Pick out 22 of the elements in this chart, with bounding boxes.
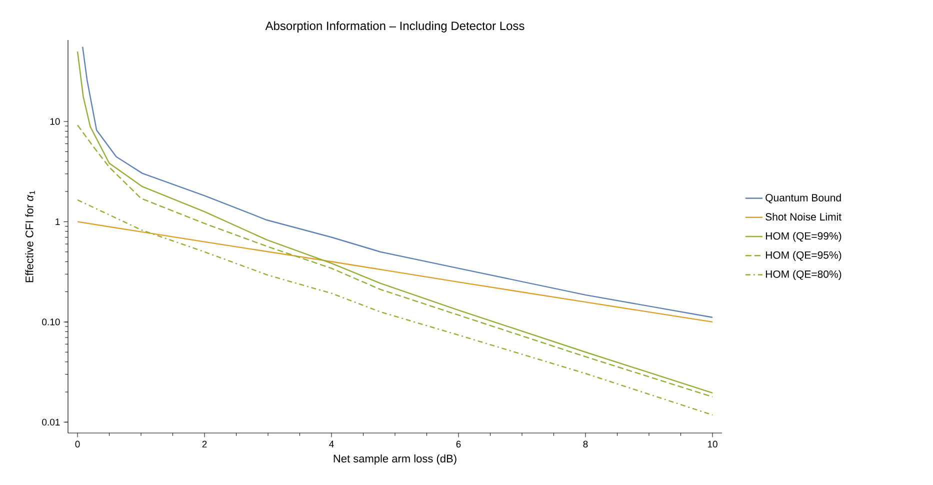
y-tick-label: 10 bbox=[50, 118, 60, 125]
x-tick-label: 4 bbox=[329, 440, 334, 448]
chart-title: Absorption Information – Including Detector Loss bbox=[265, 21, 524, 32]
legend-label: Shot Noise Limit bbox=[766, 212, 842, 221]
legend-label: HOM (QE=95%) bbox=[766, 251, 842, 261]
line-series bbox=[76, 199, 714, 416]
y-axis-title: Effective CFI for α$_{1}$ bbox=[25, 190, 35, 282]
line-series bbox=[76, 50, 714, 394]
line-series bbox=[76, 221, 714, 323]
x-tick-label: 2 bbox=[202, 440, 207, 448]
legend-label: HOM (QE=99%) bbox=[766, 232, 842, 242]
y-tick-label: 0.10 bbox=[42, 318, 60, 326]
x-tick-label: 8 bbox=[583, 440, 588, 448]
legend-label: Quantum Bound bbox=[766, 194, 841, 204]
line-series bbox=[82, 46, 714, 318]
y-tick-label: 0.01 bbox=[42, 418, 60, 426]
x-tick-label: 0 bbox=[75, 440, 80, 448]
x-tick-label: 10 bbox=[708, 440, 718, 448]
legend-label: HOM (QE=80%) bbox=[766, 270, 842, 280]
x-tick-label: 6 bbox=[456, 440, 461, 448]
x-axis-title: Net sample arm loss (dB) bbox=[334, 454, 456, 465]
y-tick-label: 1 bbox=[56, 218, 60, 225]
